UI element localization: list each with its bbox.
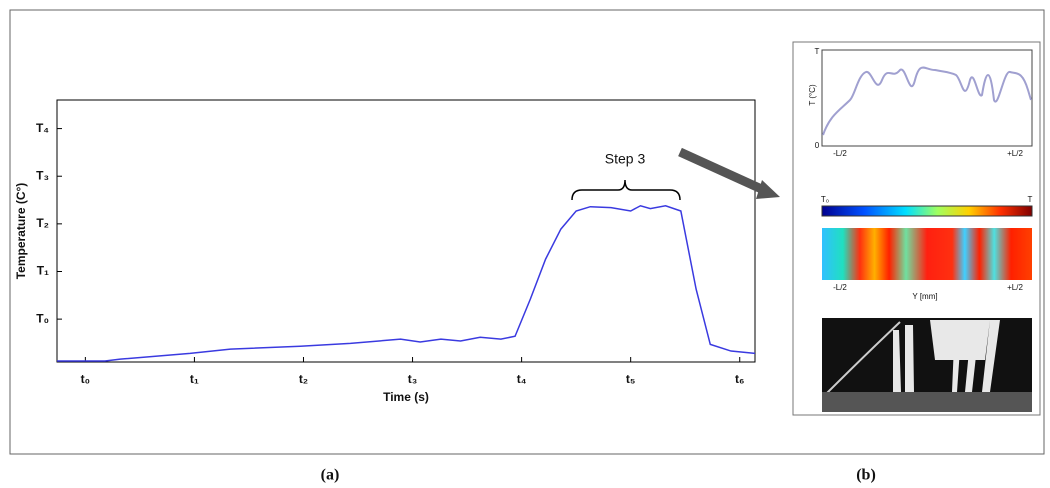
photo-edge [824, 321, 901, 396]
inset-label: +L/2 [1007, 149, 1023, 158]
step-annotation: Step 3 [605, 151, 646, 167]
x-axis-label: Time (s) [383, 390, 429, 404]
heatmap-label: Y [mm] [912, 292, 937, 301]
inset-ylabel: T (°C) [808, 84, 817, 106]
y-tick-label: T₄ [36, 121, 49, 135]
y-tick-label: T₃ [36, 168, 49, 182]
inset-label: 0 [815, 141, 820, 150]
y-tick-label: T₁ [37, 264, 49, 278]
y-axis-label: Temperature (C°) [14, 183, 28, 280]
caption: (b) [856, 467, 876, 484]
x-tick-label: t₃ [408, 372, 418, 386]
x-tick-label: t₀ [81, 372, 90, 386]
colorbar [821, 205, 1033, 217]
colorbar-label: T [1028, 195, 1033, 204]
x-tick-label: t₆ [735, 372, 744, 386]
inset-label: -L/2 [833, 149, 847, 158]
photo-base [822, 392, 1032, 412]
arrow-head [756, 180, 780, 199]
colorbar-label: T₀ [821, 195, 829, 204]
x-tick-label: t₁ [190, 372, 199, 386]
y-tick-label: T₂ [36, 216, 49, 230]
temperature-line [57, 204, 756, 362]
plot-frame [56, 99, 756, 363]
inset-curve [822, 66, 1032, 136]
x-tick-label: t₅ [626, 372, 636, 386]
x-tick-label: t₄ [517, 372, 527, 386]
figure-frame [9, 9, 1045, 455]
inset-plot-frame [821, 49, 1033, 147]
caption: (a) [321, 467, 340, 484]
panel-b: T (°C) T 0 -L/2 +L/2 T₀ T -L/2 Y [mm] +L… [792, 41, 1041, 416]
inset-label: T [815, 47, 820, 56]
photo-stripes [893, 320, 1000, 392]
arrow-shaft [678, 147, 770, 197]
x-tick-label: t₂ [299, 372, 308, 386]
heatmap-label: +L/2 [1007, 283, 1023, 292]
heatmap [822, 228, 1032, 280]
y-tick-label: T₀ [36, 311, 49, 325]
step-brace [571, 179, 681, 201]
heatmap-label: -L/2 [833, 283, 847, 292]
